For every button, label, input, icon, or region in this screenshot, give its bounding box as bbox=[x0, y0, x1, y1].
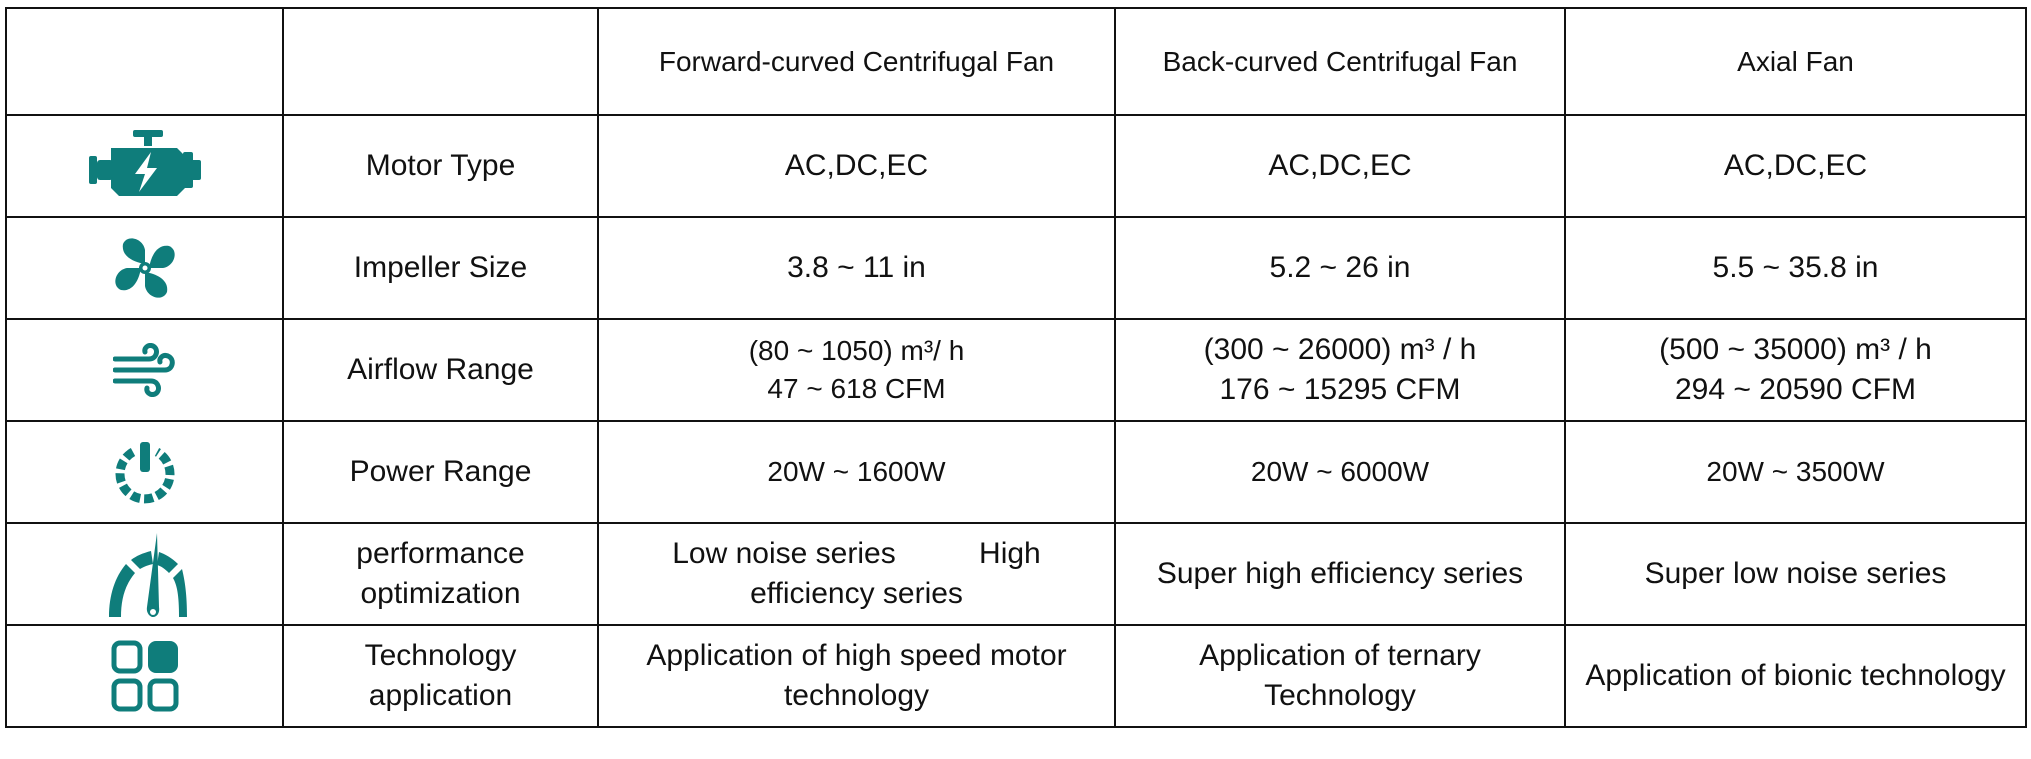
table-row: Airflow Range (80 ~ 1050) m³/ h 47 ~ 618… bbox=[5, 318, 2027, 422]
row-label: Impeller Size bbox=[282, 216, 599, 320]
header-back-curved: Back-curved Centrifugal Fan bbox=[1114, 7, 1566, 116]
cell-forward: Low noise series High efficiency series bbox=[597, 522, 1116, 626]
table-row: Technology application Application of hi… bbox=[5, 624, 2027, 728]
row-label: Airflow Range bbox=[282, 318, 599, 422]
icon-cell bbox=[5, 318, 284, 422]
cell-back: (300 ~ 26000) m³ / h 176 ~ 15295 CFM bbox=[1114, 318, 1566, 422]
speedometer-icon bbox=[108, 533, 187, 617]
cell-axial: (500 ~ 35000) m³ / h 294 ~ 20590 CFM bbox=[1564, 318, 2027, 422]
cell-axial: Super low noise series bbox=[1564, 522, 2027, 626]
table-row: Impeller Size 3.8 ~ 11 in 5.2 ~ 26 in 5.… bbox=[5, 216, 2027, 320]
fan-comparison-table: Forward-curved Centrifugal Fan Back-curv… bbox=[5, 7, 2027, 728]
cell-forward: Application of high speed motor technolo… bbox=[597, 624, 1116, 728]
cell-back: AC,DC,EC bbox=[1114, 114, 1566, 218]
cell-axial: 20W ~ 3500W bbox=[1564, 420, 2027, 524]
row-label: Motor Type bbox=[282, 114, 599, 218]
cell-axial: Application of bionic technology bbox=[1564, 624, 2027, 728]
apps-grid-icon bbox=[111, 640, 178, 712]
icon-cell bbox=[5, 216, 284, 320]
fan-icon bbox=[114, 238, 175, 298]
table-row: Power Range 20W ~ 1600W 20W ~ 6000W 20W … bbox=[5, 420, 2027, 524]
header-row: Forward-curved Centrifugal Fan Back-curv… bbox=[5, 7, 2027, 116]
cell-axial: 5.5 ~ 35.8 in bbox=[1564, 216, 2027, 320]
power-icon bbox=[115, 442, 174, 504]
cell-back: Super high efficiency series bbox=[1114, 522, 1566, 626]
row-label: performance optimization bbox=[282, 522, 599, 626]
cell-forward: AC,DC,EC bbox=[597, 114, 1116, 218]
cell-back: 20W ~ 6000W bbox=[1114, 420, 1566, 524]
header-icon-cell bbox=[5, 7, 284, 116]
row-label: Technology application bbox=[282, 624, 599, 728]
header-label-cell bbox=[282, 7, 599, 116]
cell-back: Application of ternary Technology bbox=[1114, 624, 1566, 728]
header-forward-curved: Forward-curved Centrifugal Fan bbox=[597, 7, 1116, 116]
table-row: Motor Type AC,DC,EC AC,DC,EC AC,DC,EC bbox=[5, 114, 2027, 218]
cell-back: 5.2 ~ 26 in bbox=[1114, 216, 1566, 320]
row-label: Power Range bbox=[282, 420, 599, 524]
icon-cell bbox=[5, 114, 284, 218]
wind-icon bbox=[112, 343, 175, 397]
engine-icon bbox=[88, 130, 201, 196]
cell-forward: (80 ~ 1050) m³/ h 47 ~ 618 CFM bbox=[597, 318, 1116, 422]
icon-cell bbox=[5, 624, 284, 728]
icon-cell bbox=[5, 522, 284, 626]
header-axial: Axial Fan bbox=[1564, 7, 2027, 116]
table-row: performance optimization Low noise serie… bbox=[5, 522, 2027, 626]
icon-cell bbox=[5, 420, 284, 524]
cell-forward: 3.8 ~ 11 in bbox=[597, 216, 1116, 320]
cell-forward: 20W ~ 1600W bbox=[597, 420, 1116, 524]
cell-axial: AC,DC,EC bbox=[1564, 114, 2027, 218]
